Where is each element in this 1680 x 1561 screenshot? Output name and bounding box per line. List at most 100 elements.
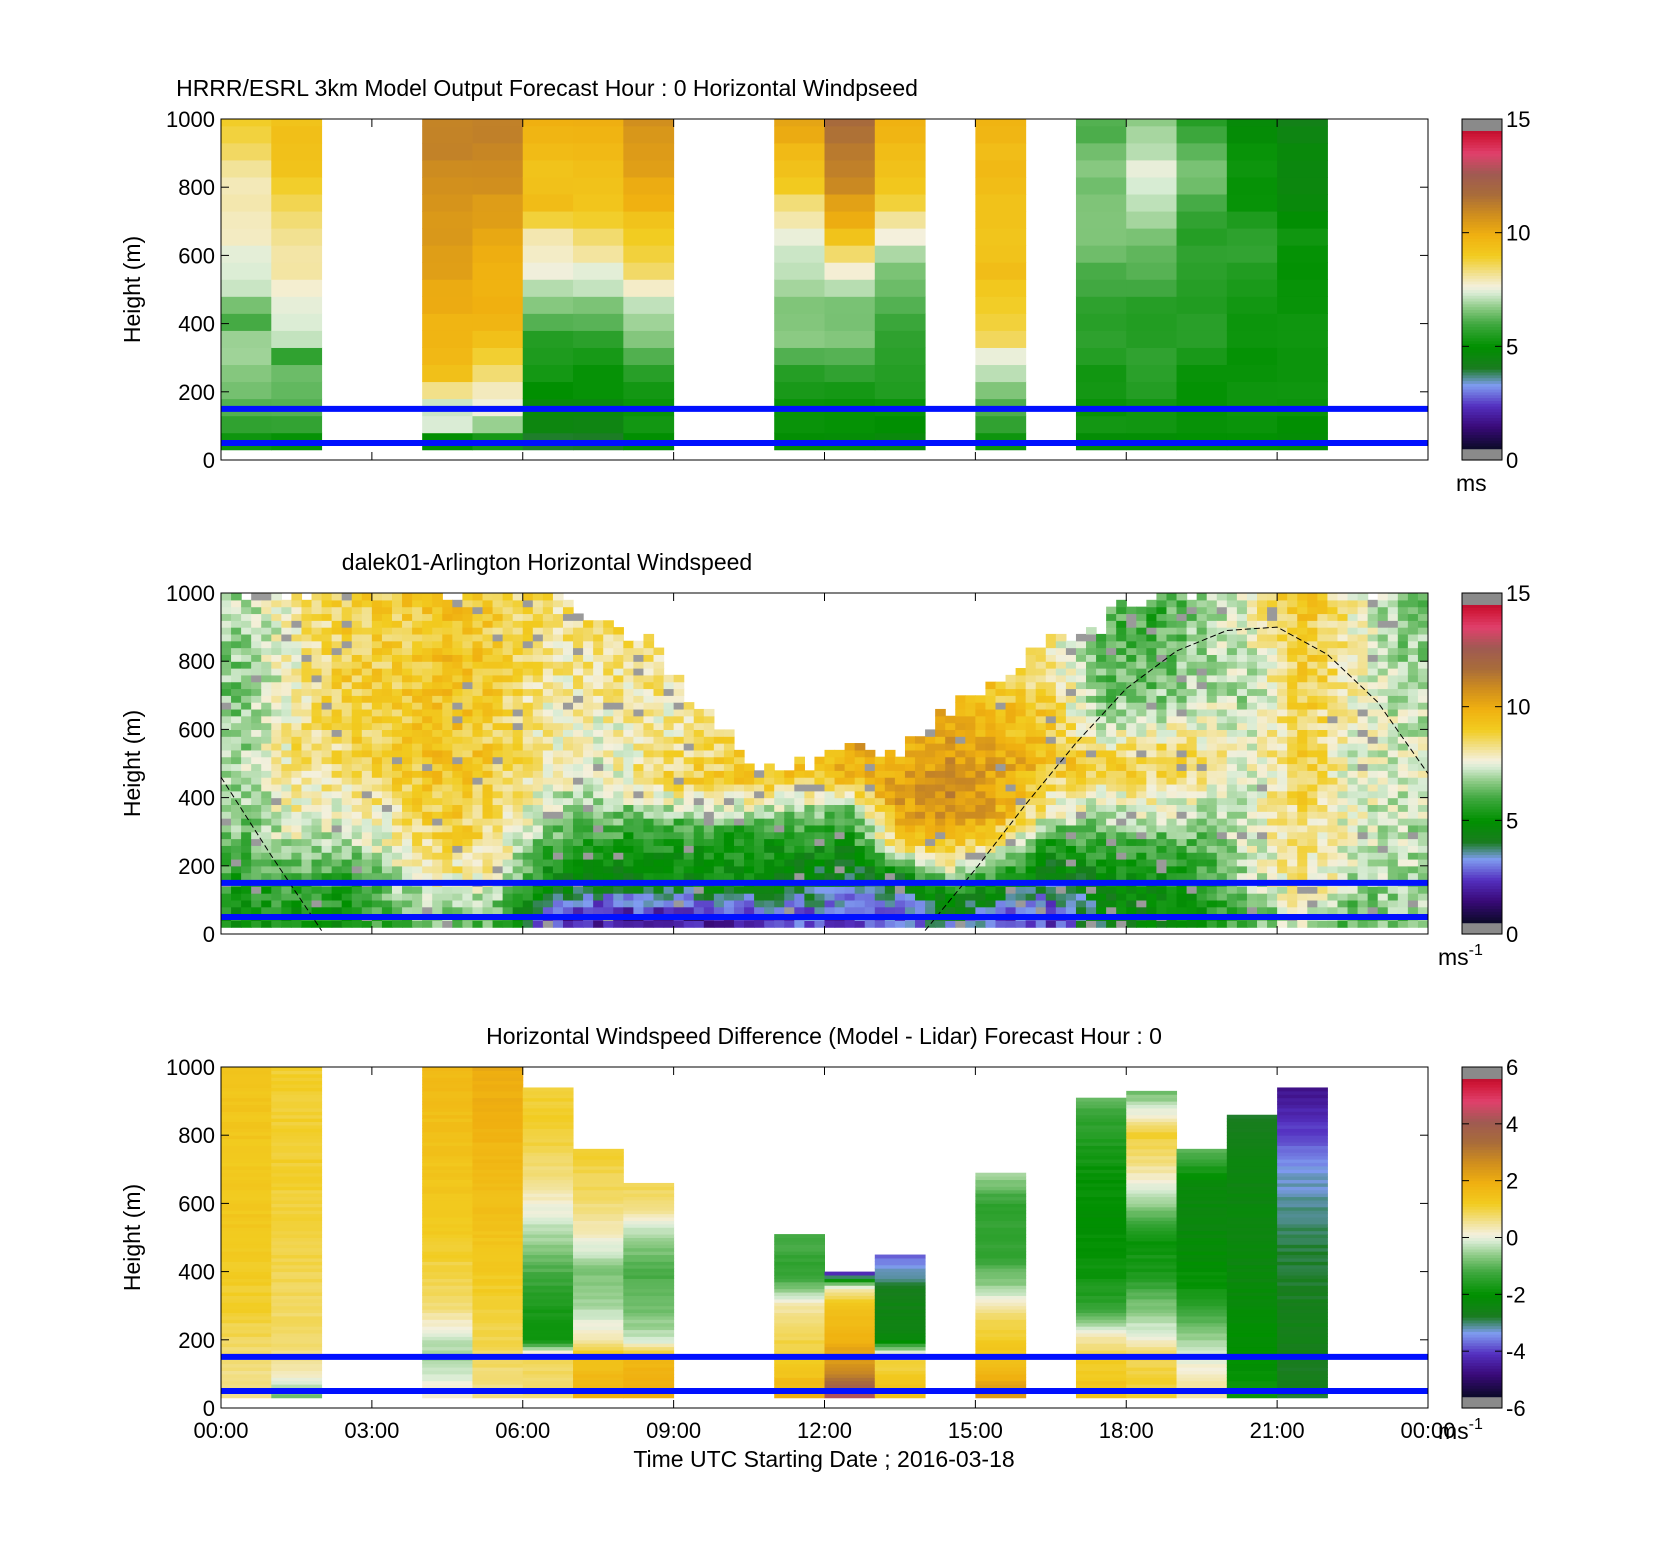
heatmap-cell [1246,674,1258,683]
heatmap-cell [774,279,825,297]
heatmap-cell [1236,661,1248,669]
heatmap-cell [482,613,494,621]
heatmap-cell [522,633,534,642]
colorbar-segment [1462,323,1502,328]
heatmap-cell [613,804,624,812]
heatmap-cell [331,777,343,785]
heatmap-cell [633,852,645,860]
heatmap-cell [562,777,574,785]
heatmap-cell [482,824,494,833]
heatmap-cell [643,804,655,812]
heatmap-cell [251,783,262,792]
heatmap-cell [1045,647,1057,655]
heatmap-cell [452,633,463,642]
heatmap-cell [231,702,242,710]
heatmap-cell [422,245,473,263]
heatmap-cell [965,886,976,894]
heatmap-cell [1196,899,1208,908]
heatmap-cell [613,743,624,751]
heatmap-cell [633,681,645,690]
heatmap-cell [271,790,282,799]
heatmap-cell [633,824,645,833]
heatmap-cell [1297,661,1308,669]
heatmap-cell [1065,695,1077,703]
heatmap-cell [361,633,373,642]
heatmap-cell [1297,722,1308,730]
heatmap-cell [1136,654,1147,662]
heatmap-cell [1186,613,1198,621]
heatmap-cell [874,176,926,195]
heatmap-cell [412,749,423,758]
heatmap-cell [1116,688,1127,696]
heatmap-cell [321,661,333,669]
heatmap-cell [683,818,695,826]
heatmap-cell [492,661,504,669]
heatmap-cell [1065,852,1077,860]
heatmap-cell [482,654,494,662]
heatmap-cell [271,668,282,676]
heatmap-cell [1156,627,1168,635]
heatmap-cell [723,845,735,853]
heatmap-cell [432,756,443,765]
heatmap-cell [351,824,363,833]
heatmap-cell [623,708,634,717]
heatmap-cell [1257,647,1268,655]
colorbar-segment [1462,181,1502,185]
heatmap-cell [623,176,675,195]
heatmap-cell [774,865,785,874]
heatmap-cell [331,906,343,915]
heatmap-cell [593,736,604,744]
colorbar-tick-label: 5 [1506,334,1518,359]
heatmap-cell [573,681,584,690]
heatmap-cell [331,647,343,655]
heatmap-cell [462,872,474,881]
heatmap-cell [703,831,715,840]
heatmap-cell [1126,695,1137,703]
heatmap-cell [1226,872,1238,881]
heatmap-cell [1166,620,1178,628]
heatmap-cell [422,893,433,901]
heatmap-cell [1166,824,1178,833]
heatmap-cell [311,606,323,615]
heatmap-cell [774,783,785,792]
heatmap-cell [1055,736,1067,744]
heatmap-cell [784,811,795,819]
heatmap-cell [281,668,293,676]
heatmap-cell [673,920,685,928]
heatmap-cell [1005,872,1017,881]
heatmap-cell [432,818,443,826]
heatmap-cell [452,674,463,683]
heatmap-cell [1236,858,1248,867]
heatmap-cell [381,640,393,649]
heatmap-cell [261,668,272,676]
heatmap-cell [381,661,393,669]
heatmap-cell [824,228,876,246]
heatmap-cell [1166,593,1178,601]
heatmap-cell [1156,756,1168,765]
heatmap-cell [1065,770,1077,778]
heatmap-cell [975,159,1027,178]
heatmap-cell [311,858,323,867]
heatmap-cell [673,852,685,860]
heatmap-cell [975,743,987,751]
heatmap-cell [1186,858,1198,867]
heatmap-cell [221,688,232,696]
heatmap-cell [1035,804,1047,812]
heatmap-cell [542,633,554,642]
heatmap-cell [985,722,997,730]
heatmap-cell [854,858,866,867]
heatmap-cell [1045,681,1057,690]
heatmap-cell [713,743,725,751]
heatmap-cell [402,818,413,826]
heatmap-cell [522,743,534,751]
heatmap-cell [1025,838,1037,846]
heatmap-cell [1025,674,1037,683]
heatmap-cell [1015,702,1027,710]
heatmap-cell [955,811,966,819]
heatmap-cell [1086,777,1097,785]
heatmap-cell [573,647,584,655]
heatmap-cell [371,790,383,799]
heatmap-cell [532,790,544,799]
heatmap-cell [593,783,604,792]
heatmap-cell [1005,736,1017,744]
